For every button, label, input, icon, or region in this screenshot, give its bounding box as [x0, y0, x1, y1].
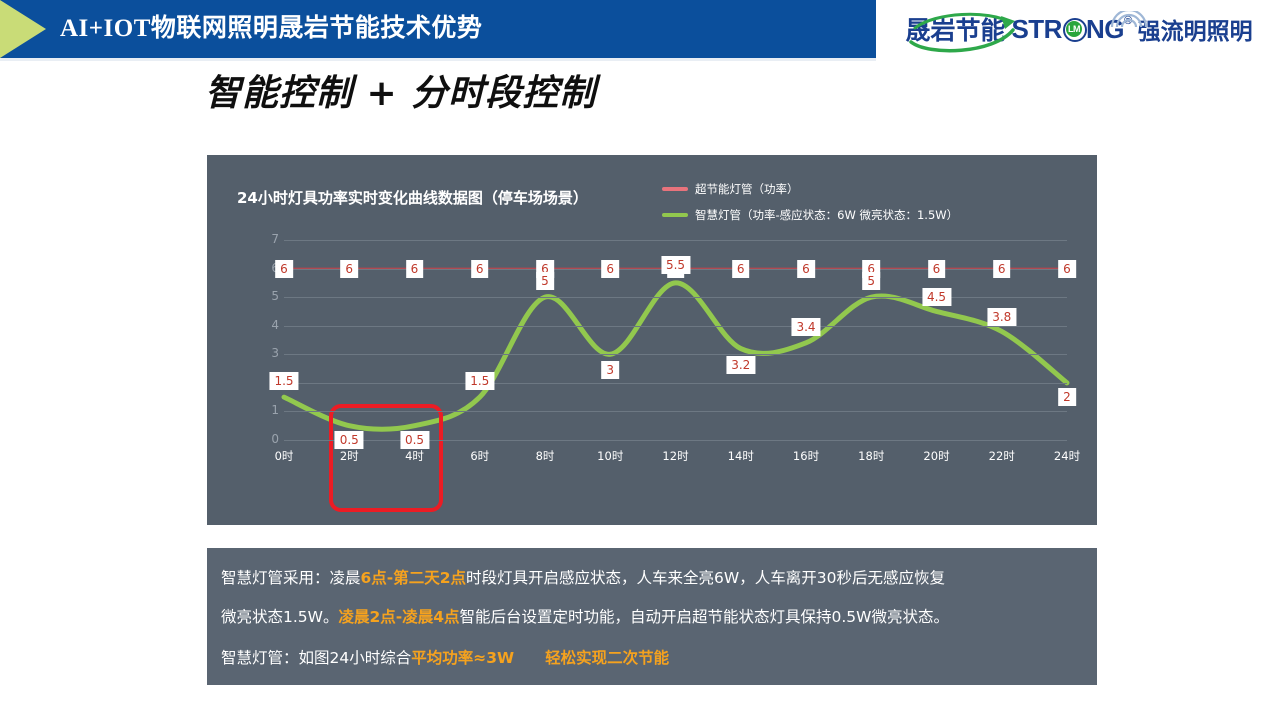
data-label: 6 [601, 259, 620, 278]
info-line-3: 智慧灯管：如图24小时综合平均功率≈3W 轻松实现二次节能 [221, 646, 669, 668]
radio-wave-icon [1111, 10, 1148, 27]
x-axis-tick: 24时 [1053, 449, 1081, 463]
data-label: 6 [470, 259, 489, 278]
chart-title: 24小时灯具功率实时变化曲线数据图（停车场场景） [237, 189, 588, 207]
data-label: 3.4 [791, 317, 821, 336]
data-label: 6 [927, 259, 946, 278]
grid-line [284, 440, 1067, 441]
y-axis-tick: 4 [271, 317, 279, 332]
page-title: AI+IOT物联网照明晟岩节能技术优势 [60, 15, 483, 42]
data-label: 6 [1058, 259, 1076, 278]
legend-label: 超节能灯管（功率） [695, 182, 799, 196]
info-highlight-text: 平均功率≈3W [411, 649, 515, 667]
slide-header: AI+IOT物联网照明晟岩节能技术优势 晟岩节能 STR LM NG ® [0, 0, 1280, 61]
data-label: 3 [601, 361, 620, 380]
y-axis-tick: 3 [271, 346, 279, 361]
info-highlight-text: 凌晨2点-凌晨4点 [338, 608, 460, 626]
info-text [514, 649, 545, 667]
series-line [281, 280, 1070, 432]
data-label: 3.8 [987, 308, 1017, 327]
logo-tagline: 强流明照明 [1137, 19, 1253, 45]
chart-legend: 超节能灯管（功率） 智慧灯管（功率-感应状态：6W 微亮状态：1.5W） [662, 181, 958, 233]
grid-line [284, 411, 1067, 413]
data-label: 2 [1058, 387, 1076, 406]
data-label: 0.5 [334, 430, 364, 449]
header-blue-bar [0, 0, 876, 58]
x-axis-tick: 6时 [470, 449, 490, 463]
legend-label: 智慧灯管（功率-感应状态：6W 微亮状态：1.5W） [695, 208, 959, 222]
x-axis-tick: 12时 [662, 449, 689, 463]
data-label: 6 [275, 259, 293, 278]
data-label: 6 [731, 259, 750, 278]
data-label: 1.5 [269, 372, 299, 391]
data-label: 5 [536, 272, 554, 291]
x-axis-tick: 16时 [792, 449, 820, 463]
night-saving-highlight [329, 404, 443, 512]
x-axis-tick: 22时 [988, 449, 1015, 463]
x-axis-tick: 8时 [535, 449, 555, 463]
grid-line [284, 325, 1067, 327]
data-label: 5 [862, 272, 881, 291]
x-axis-tick: 2时 [339, 449, 359, 463]
x-axis-tick: 0时 [274, 449, 294, 463]
logo-chinese-brand: 晟岩节能 [905, 11, 1016, 53]
logo-o-ring [1062, 17, 1087, 42]
data-label: 5.5 [660, 255, 691, 274]
x-axis-tick: 14时 [727, 449, 754, 463]
x-axis-tick: 20时 [923, 449, 950, 463]
x-axis-tick: 10时 [597, 449, 624, 463]
info-text: 智能后台设置定时功能，自动开启超节能状态灯具保持0.5W微亮状态。 [459, 608, 949, 626]
grid-line [284, 240, 1067, 241]
chart-panel: 24小时灯具功率实时变化曲线数据图（停车场场景） 超节能灯管（功率） 智慧灯管（… [207, 155, 1097, 525]
info-text: 时段灯具开启感应状态，人车来全亮6W，人车离开30秒后无感应恢复 [466, 569, 945, 587]
info-text: 微亮状态1.5W。 [221, 608, 339, 626]
slide-subtitle: 智能控制 + 分时段控制 [205, 73, 597, 114]
chart-plot-area: 0 1 2 3 4 5 6 7 0时 2时 4时 6时 8时 10时 12时 14时 16时 18时 20时 22时 2… [267, 232, 1080, 512]
data-label: 6 [797, 259, 815, 278]
x-axis-tick: 18时 [858, 449, 885, 463]
logo-strong-post: NG [1085, 13, 1125, 44]
data-label: 1.5 [465, 372, 495, 391]
y-axis-tick: 1 [271, 403, 279, 418]
info-line-1: 智慧灯管采用：凌晨6点-第二天2点时段灯具开启感应状态，人车来全亮6W，人车离开… [221, 566, 945, 588]
x-axis-tick: 4时 [405, 449, 424, 463]
info-text: 智慧灯管采用：凌晨 [221, 569, 361, 587]
logo-strong-pre: STR [1011, 13, 1062, 44]
grid-line [284, 297, 1067, 299]
grid-line [284, 382, 1067, 384]
legend-item: 智慧灯管（功率-感应状态：6W 微亮状态：1.5W） [662, 207, 958, 223]
data-label: 6 [992, 259, 1011, 278]
info-highlight-text: 轻松实现二次节能 [545, 649, 670, 667]
info-line-2: 微亮状态1.5W。凌晨2点-凌晨4点智能后台设置定时功能，自动开启超节能状态灯具… [221, 605, 949, 627]
data-label: 4.5 [921, 288, 952, 307]
info-highlight-text: 6点-第二天2点 [360, 569, 467, 587]
info-panel: 智慧灯管采用：凌晨6点-第二天2点时段灯具开启感应状态，人车来全亮6W，人车离开… [207, 548, 1097, 685]
logo-lm-badge: LM [1065, 20, 1082, 37]
brand-logo: 晟岩节能 STR LM NG ® 强流明照明 [878, 0, 1280, 58]
header-divider [0, 58, 876, 61]
data-label: 6 [340, 259, 359, 278]
logo-chinese-text: 晟岩节能 [905, 16, 1006, 45]
grid-line [284, 354, 1067, 356]
legend-swatch-green [662, 213, 688, 217]
data-label: 3.2 [726, 355, 756, 374]
legend-item: 超节能灯管（功率） [662, 181, 958, 197]
data-label: 6 [405, 259, 424, 278]
y-axis-tick: 5 [271, 289, 279, 304]
y-axis-tick: 7 [271, 232, 279, 246]
legend-swatch-red [662, 187, 688, 191]
logo-strong-wordmark: STR LM NG ® [1011, 10, 1148, 45]
y-axis-tick: 0 [271, 432, 279, 446]
data-label: 0.5 [399, 430, 430, 449]
info-text: 智慧灯管：如图24小时综合 [221, 649, 412, 667]
